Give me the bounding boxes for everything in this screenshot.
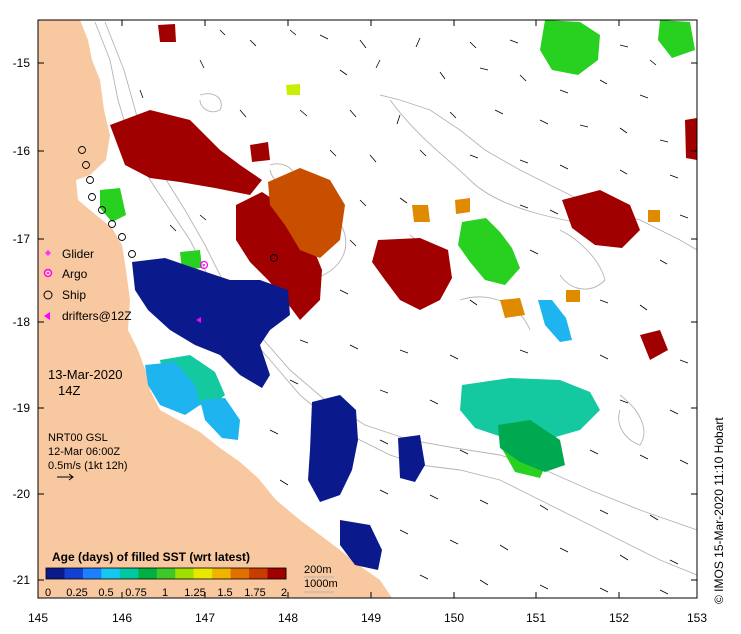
x-tick-label: 150: [444, 611, 464, 625]
x-tick-label: 147: [195, 611, 215, 625]
colorbar-tick-labels: 0 0.25 0.5 0.75 1 1.25 1.5 1.75 2: [45, 587, 287, 599]
right-arrow-icon: [57, 473, 74, 481]
colorbar-cell: [212, 568, 232, 579]
x-tick-label: 145: [28, 611, 48, 625]
colorbar-tick: 0.75: [125, 587, 146, 599]
sst-age-patches: [100, 20, 697, 570]
colorbar-cell: [46, 568, 65, 579]
colorbar-cell: [101, 568, 121, 579]
colorbar-cell: [119, 568, 139, 579]
colorbar-tick: 1.5: [217, 587, 232, 599]
colorbar-cell: [175, 568, 195, 579]
x-tick-label: 148: [278, 611, 298, 625]
colorbar-cell: [82, 568, 102, 579]
argo-marker-dot: [203, 264, 205, 266]
colorbar-frame: [45, 567, 287, 580]
colorbar-cell: [138, 568, 158, 579]
date-label: 13-Mar-2020: [48, 367, 122, 382]
current-vectors: [139, 29, 689, 595]
colorbar-cell: [193, 568, 213, 579]
x-tick-marks: [37, 20, 698, 598]
x-tick-label: 149: [361, 611, 381, 625]
colorbar-tick: 1: [162, 587, 168, 599]
drifter-triangle-icon: [44, 312, 50, 320]
x-tick-label: 152: [609, 611, 629, 625]
legend-glider-label: Glider: [62, 247, 94, 261]
colorbar-cell: [230, 568, 250, 579]
time-label: 14Z: [58, 383, 80, 398]
colorbar-title: Age (days) of filled SST (wrt latest): [52, 550, 250, 564]
colorbar-cell: [64, 568, 84, 579]
colorbar-tick: 1.25: [184, 587, 205, 599]
current-scale-label: 0.5m/s (1kt 12h): [48, 460, 127, 472]
colorbar-tick: 0.5: [98, 587, 113, 599]
credit-label: © IMOS 15-Mar-2020 11:10 Hobart: [712, 417, 726, 604]
x-tick-labels: 145 146 147 148 149 150 151 152 153: [28, 611, 707, 625]
colorbar-tick: 2: [281, 587, 287, 599]
y-tick-label: -15: [13, 56, 31, 70]
colorbar-cell: [249, 568, 269, 579]
glider-diamond-icon: [45, 250, 51, 256]
colorbar-tick: 1.75: [244, 587, 265, 599]
legend-argo-label: Argo: [62, 267, 88, 281]
x-tick-label: 146: [112, 611, 132, 625]
y-tick-label: -16: [13, 144, 31, 158]
land-queensland: [38, 20, 392, 598]
y-tick-label: -17: [13, 232, 31, 246]
x-tick-label: 153: [687, 611, 707, 625]
drifter-marker: [196, 317, 201, 323]
colorbar-tick: 0: [45, 587, 51, 599]
argo-marker: [199, 260, 209, 270]
current-product-label: NRT00 GSL: [48, 432, 108, 444]
ship-circle-icon: [43, 290, 53, 300]
colorbar: [46, 568, 287, 579]
y-tick-labels: -15 -16 -17 -18 -19 -20 -21: [13, 56, 31, 587]
colorbar-tick: 0.25: [66, 587, 87, 599]
symbol-legend: Glider Argo Ship drifters@12Z: [43, 247, 132, 323]
plot-frame: [37, 19, 698, 599]
legend-drifters-label: drifters@12Z: [62, 309, 132, 323]
contour-200m-label: 200m: [304, 564, 332, 576]
y-tick-label: -20: [13, 487, 31, 501]
y-tick-label: -18: [13, 315, 31, 329]
x-tick-label: 151: [526, 611, 546, 625]
colorbar-cell: [267, 568, 287, 579]
current-time-label: 12-Mar 06:00Z: [48, 446, 120, 458]
contour-1000m-label: 1000m: [304, 578, 338, 590]
ship-tracks: [78, 146, 278, 262]
colorbar-cell: [156, 568, 176, 579]
y-tick-label: -19: [13, 401, 31, 415]
argo-circle-icon: [43, 268, 53, 278]
legend-ship-label: Ship: [62, 288, 86, 302]
y-tick-label: -21: [13, 573, 31, 587]
y-tick-marks: [38, 62, 697, 581]
